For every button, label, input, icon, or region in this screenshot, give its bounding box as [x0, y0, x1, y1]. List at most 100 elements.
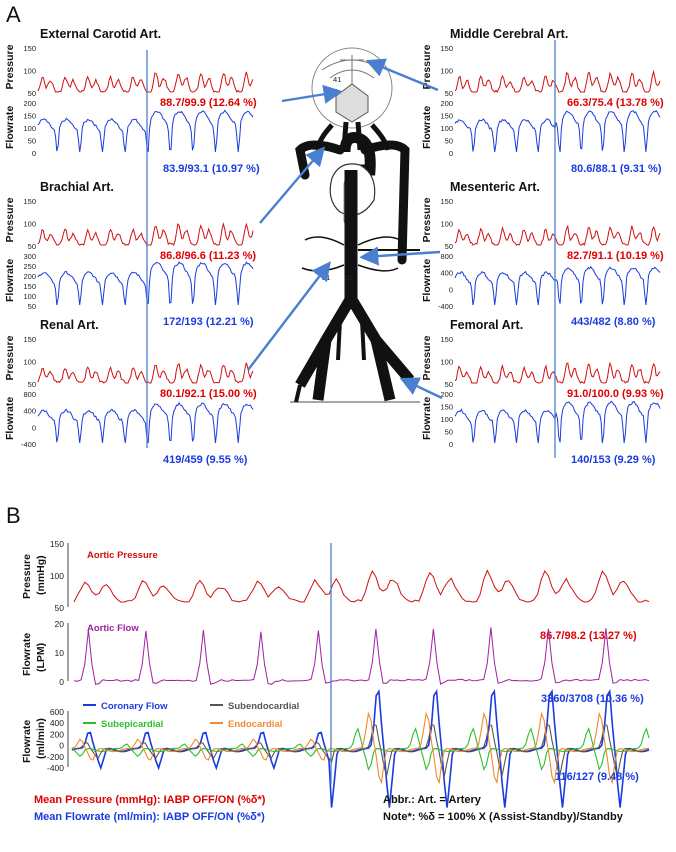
artery-title: Mesenteric Art.	[450, 180, 540, 194]
tick-label: 100	[440, 415, 453, 424]
pressure-axis-label: Pressure	[4, 335, 16, 380]
external-carotid-panel: External Carotid Art. Pressure 150 100 50 88.…	[4, 27, 260, 175]
tick-label: 20	[55, 619, 65, 629]
tick-label: 100	[440, 67, 453, 76]
footer-abbreviation: Abbr.: Art. = Artery	[383, 794, 482, 806]
pressure-axis-label: Pressure	[4, 44, 16, 89]
pressure-trace	[37, 222, 254, 246]
mesenteric-panel: Mesenteric Art. Pressure 150 100 50 82.7/91.1…	[421, 180, 664, 328]
coronary-trace	[71, 689, 650, 808]
coronary-trace	[71, 711, 650, 785]
flowrate-value: 80.6/88.1 (9.31 %)	[571, 163, 662, 175]
tick-label: 0	[32, 423, 36, 432]
pressure-value: 66.3/75.4 (13.78 %)	[567, 97, 664, 109]
tick-label: 800	[440, 252, 453, 261]
tick-label: 100	[440, 220, 453, 229]
flowrate-trace	[37, 109, 254, 153]
tick-label: 0	[449, 149, 453, 158]
aortic-pressure-value: 86.7/98.2 (13.27 %)	[540, 630, 637, 642]
legend-label: Subepicardial	[101, 719, 163, 730]
tick-label: -200	[47, 752, 64, 762]
footer-mean-pressure: Mean Pressure (mmHg): IABP OFF/ON (%δ*)	[34, 794, 266, 806]
pressure-value: 88.7/99.9 (12.64 %)	[160, 97, 257, 109]
flowrate-axis-label: Flowrate	[421, 106, 433, 149]
flowrate-axis-label: Flowrate	[4, 106, 16, 149]
tick-label: 150	[23, 197, 36, 206]
artery-title: Middle Cerebral Art.	[450, 27, 568, 41]
cerebral-vessels	[321, 55, 383, 100]
artery-title: Renal Art.	[40, 318, 99, 332]
tick-label: 50	[28, 380, 36, 389]
tick-label: 200	[50, 729, 64, 739]
pressure-value: 91.0/100.0 (9.93 %)	[567, 388, 664, 400]
flowrate-trace	[37, 261, 254, 306]
tick-label: 150	[440, 197, 453, 206]
tick-label: 200	[440, 390, 453, 399]
tick-label: -400	[47, 763, 64, 773]
tick-label: 150	[440, 44, 453, 53]
femoral-panel: Femoral Art. Pressure 150 100 50 91.0/100.0 (…	[421, 318, 664, 466]
tick-label: -400	[21, 440, 36, 449]
pressure-trace	[454, 361, 661, 384]
aortic-flow-trace	[73, 627, 650, 686]
tick-label: 50	[28, 242, 36, 251]
flowrate-axis-label: Flowrate	[421, 259, 433, 302]
tick-label: 400	[440, 269, 453, 278]
flowrate-trace	[454, 110, 661, 153]
renal-panel: Renal Art. Pressure 150 100 50 80.1/92.1 (15.…	[4, 318, 257, 466]
tick-label: 50	[55, 603, 65, 613]
tick-label: 150	[23, 335, 36, 344]
tick-label: 400	[50, 718, 64, 728]
tick-label: -400	[438, 302, 453, 311]
y-axis-unit: (mmHg)	[35, 555, 47, 595]
footer-note: Note*: %δ = 100% X (Assist-Standby)/Stan…	[383, 811, 624, 823]
tick-label: 150	[440, 112, 453, 121]
pressure-trace	[37, 362, 254, 384]
artery-title: Femoral Art.	[450, 318, 523, 332]
visceral-branches	[301, 236, 401, 272]
y-axis-unit: (LPM)	[35, 643, 47, 672]
leg-branches	[294, 319, 366, 403]
tick-label: 150	[440, 335, 453, 344]
tick-label: 100	[23, 292, 36, 301]
aortic-flow-series-label: Aortic Flow	[87, 623, 139, 634]
flowrate-trace	[454, 265, 661, 306]
pressure-trace	[454, 69, 661, 93]
panel-a-label: A	[6, 2, 21, 27]
tick-label: 200	[23, 272, 36, 281]
tick-label: 50	[445, 89, 453, 98]
flowrate-axis-label: Flowrate	[4, 259, 16, 302]
tick-label: 0	[449, 440, 453, 449]
tick-label: 150	[50, 539, 64, 549]
tick-label: 100	[440, 124, 453, 133]
flowrate-trace	[37, 401, 254, 444]
tick-label: 100	[50, 571, 64, 581]
arrow-renal	[247, 261, 331, 371]
pressure-value: 82.7/91.1 (10.19 %)	[567, 250, 664, 262]
arrow-femoral	[399, 377, 443, 400]
tick-label: 0	[449, 285, 453, 294]
flowrate-value: 83.9/93.1 (10.97 %)	[163, 163, 260, 175]
coronary-trace	[71, 727, 650, 771]
artery-title: Brachial Art.	[40, 180, 114, 194]
aortic-flow-value: 3360/3708 (10.36 %)	[541, 693, 644, 705]
flowrate-trace	[454, 400, 661, 444]
tick-label: 300	[23, 252, 36, 261]
tree-number: 41	[333, 75, 341, 84]
aortic-arch	[339, 132, 376, 176]
tick-label: 50	[445, 428, 453, 437]
pressure-trace	[37, 71, 254, 93]
pressure-value: 80.1/92.1 (15.00 %)	[160, 388, 257, 400]
connector-arrows	[247, 58, 443, 400]
arrow-brachial	[259, 146, 326, 224]
tick-label: 50	[28, 302, 36, 311]
flowrate-value: 140/153 (9.29 %)	[571, 454, 656, 466]
aortic-pressure-trace	[73, 569, 650, 603]
flowrate-value: 443/482 (8.80 %)	[571, 316, 656, 328]
tick-label: 600	[50, 707, 64, 717]
pressure-axis-label: Pressure	[4, 197, 16, 242]
tick-label: 800	[23, 390, 36, 399]
pressure-axis-label: Pressure	[421, 197, 433, 242]
panel-b-label: B	[6, 503, 21, 528]
